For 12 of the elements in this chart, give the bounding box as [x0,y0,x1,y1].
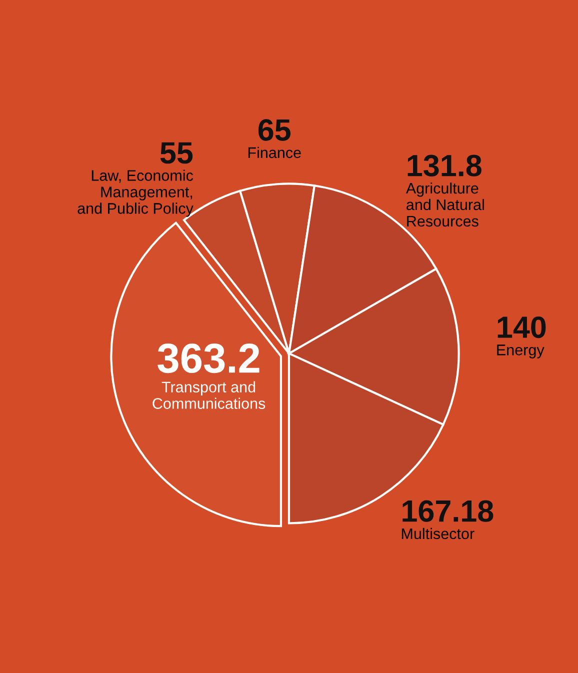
slice-label: Agriculture and Natural Resources [406,182,484,227]
data-label: 167.18 [402,500,494,522]
data-label: 55 [160,142,193,164]
slice-label: Multisector [402,528,474,540]
data-label: 140 [498,316,546,338]
data-label: 131.8 [408,154,482,176]
slice-label: Law, Economic Management, and Public Policy [78,170,194,217]
slice-label: Finance [248,146,301,158]
data-label: 363.2 [158,344,260,374]
slice-label: Energy [497,344,544,358]
data-label: 65 [258,119,290,141]
slice-label: Transport and Communications [152,381,266,409]
